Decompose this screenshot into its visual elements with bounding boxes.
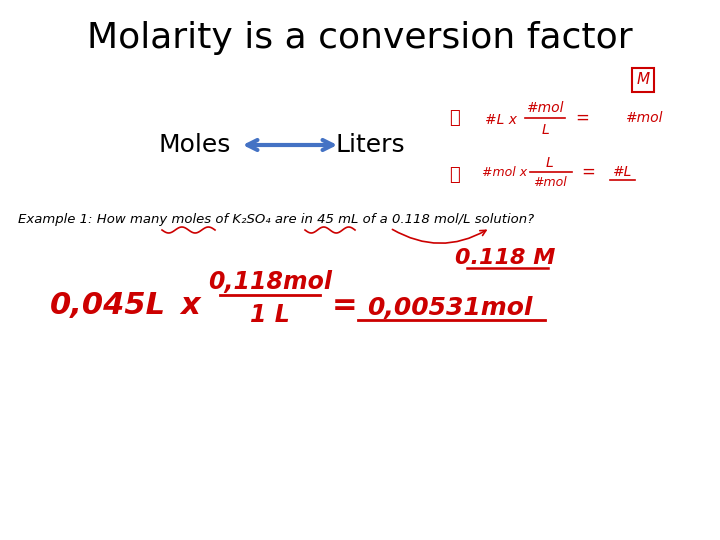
Text: Molarity is a conversion factor: Molarity is a conversion factor — [87, 21, 633, 55]
Text: Liters: Liters — [336, 133, 405, 157]
Text: =: = — [575, 109, 589, 127]
Text: #L: #L — [612, 165, 631, 179]
Text: 0,045L: 0,045L — [50, 291, 166, 320]
Text: #mol: #mol — [533, 176, 567, 188]
Text: #L x: #L x — [485, 113, 517, 127]
Text: 1 L: 1 L — [250, 303, 290, 327]
Text: Ⓑ: Ⓑ — [449, 166, 460, 184]
Text: x: x — [180, 291, 200, 320]
Text: #mol x: #mol x — [482, 165, 527, 179]
Text: #mol: #mol — [526, 101, 564, 115]
Text: Ⓐ: Ⓐ — [449, 109, 460, 127]
Text: M: M — [636, 72, 649, 87]
Text: Moles: Moles — [159, 133, 231, 157]
Text: 0.118 M: 0.118 M — [455, 248, 555, 268]
Text: =: = — [581, 163, 595, 181]
Text: 0,00531mol: 0,00531mol — [367, 296, 533, 320]
Text: L: L — [541, 123, 549, 137]
Text: #mol: #mol — [625, 111, 662, 125]
Text: =: = — [332, 291, 358, 320]
Text: Example 1: How many moles of K₂SO₄ are in 45 mL of a 0.118 mol/L solution?: Example 1: How many moles of K₂SO₄ are i… — [18, 213, 534, 226]
Text: 0,118mol: 0,118mol — [208, 270, 332, 294]
Text: L: L — [546, 156, 554, 170]
